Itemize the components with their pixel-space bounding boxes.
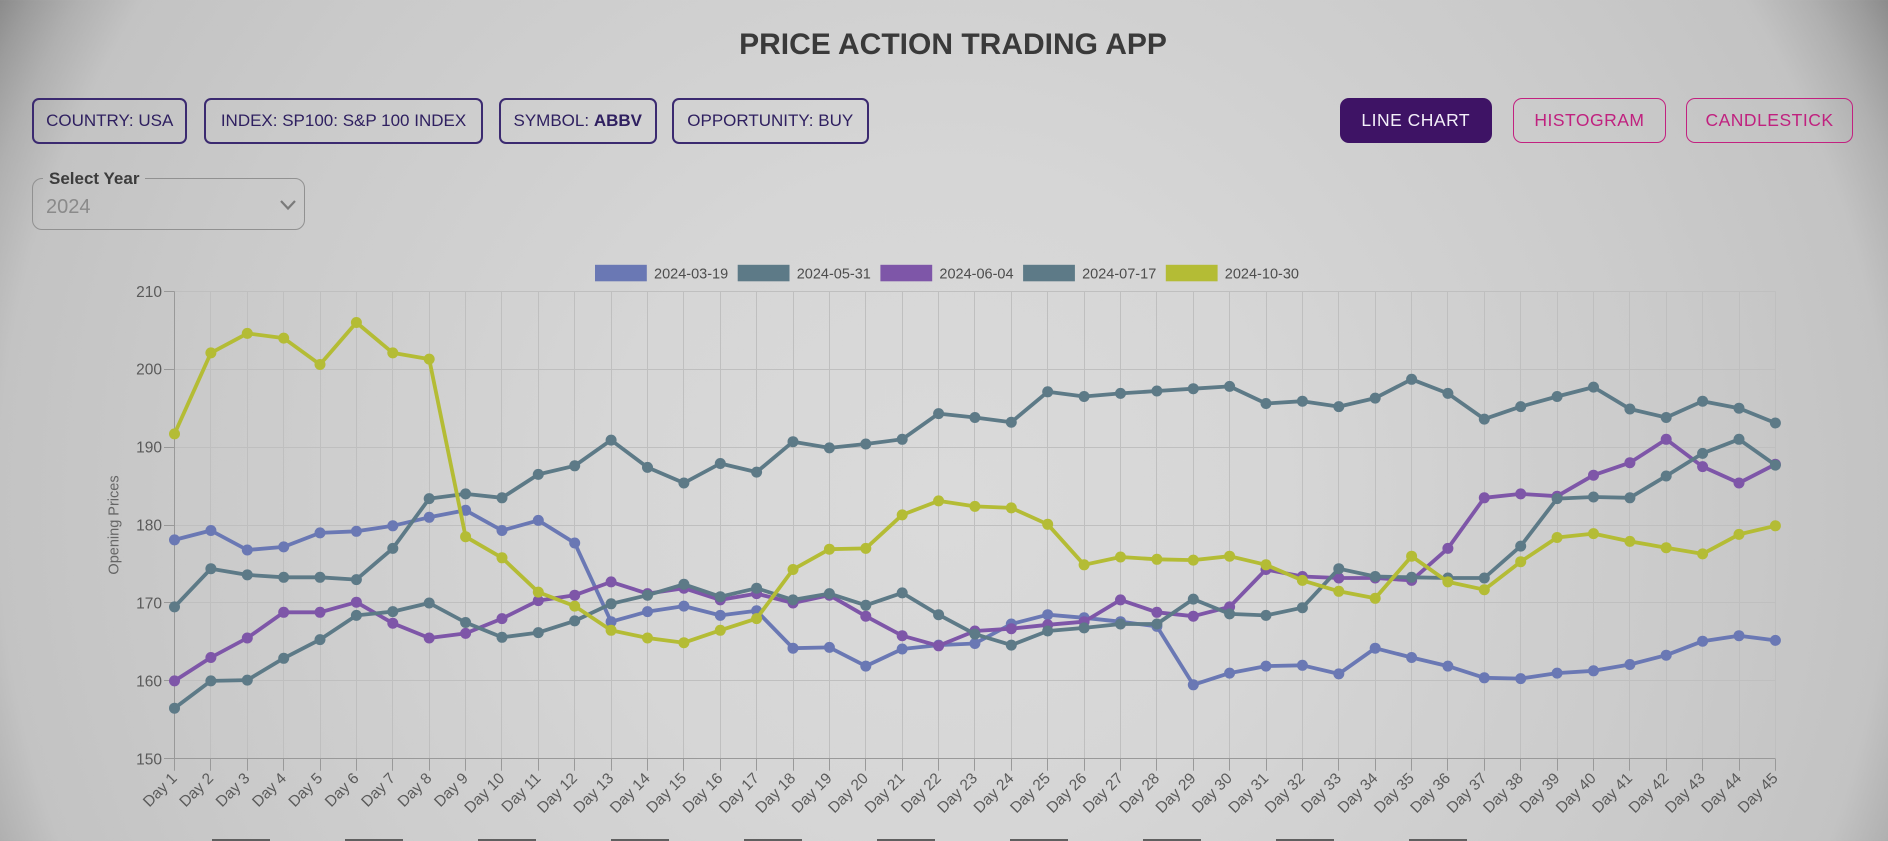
- svg-text:150: 150: [136, 751, 162, 768]
- svg-text:2024-07-17: 2024-07-17: [1082, 267, 1156, 283]
- svg-text:Day 29: Day 29: [1153, 770, 1200, 817]
- svg-text:Day 43: Day 43: [1662, 770, 1709, 817]
- svg-text:Day 8: Day 8: [395, 770, 436, 811]
- svg-text:Day 39: Day 39: [1517, 770, 1564, 817]
- svg-text:Day 22: Day 22: [898, 770, 945, 817]
- svg-text:Day 15: Day 15: [643, 770, 690, 817]
- svg-text:Day 45: Day 45: [1735, 770, 1782, 817]
- svg-text:2024-05-31: 2024-05-31: [797, 267, 871, 283]
- svg-text:Day 5: Day 5: [286, 770, 327, 811]
- svg-text:Day 37: Day 37: [1444, 770, 1491, 817]
- svg-text:Day 4: Day 4: [249, 770, 290, 811]
- svg-text:Day 19: Day 19: [789, 770, 836, 817]
- svg-text:Day 42: Day 42: [1626, 770, 1673, 817]
- svg-text:Day 41: Day 41: [1589, 770, 1636, 817]
- svg-text:2024-03-19: 2024-03-19: [654, 267, 728, 283]
- svg-text:Day 30: Day 30: [1189, 770, 1236, 817]
- svg-text:Day 32: Day 32: [1262, 770, 1309, 817]
- svg-text:Day 3: Day 3: [213, 770, 254, 811]
- svg-text:Day 31: Day 31: [1225, 770, 1272, 817]
- svg-text:2024-10-30: 2024-10-30: [1225, 267, 1299, 283]
- svg-text:Day 1: Day 1: [140, 770, 181, 811]
- svg-text:Day 10: Day 10: [461, 770, 508, 817]
- svg-text:2024-06-04: 2024-06-04: [939, 267, 1013, 283]
- svg-text:Day 26: Day 26: [1044, 770, 1091, 817]
- svg-text:Day 27: Day 27: [1080, 770, 1127, 817]
- svg-text:Day 18: Day 18: [752, 770, 799, 817]
- svg-text:210: 210: [136, 284, 162, 301]
- svg-text:Day 24: Day 24: [971, 770, 1018, 817]
- svg-text:Day 28: Day 28: [1116, 770, 1163, 817]
- svg-text:Opening Prices: Opening Prices: [107, 475, 123, 574]
- svg-text:Day 14: Day 14: [607, 770, 654, 817]
- svg-text:Day 34: Day 34: [1335, 770, 1382, 817]
- svg-text:Day 12: Day 12: [534, 770, 581, 817]
- svg-text:Day 7: Day 7: [358, 770, 399, 811]
- svg-text:180: 180: [136, 518, 162, 535]
- svg-text:170: 170: [136, 596, 162, 613]
- svg-text:Day 21: Day 21: [862, 770, 909, 817]
- svg-text:Day 36: Day 36: [1407, 770, 1454, 817]
- svg-text:Day 23: Day 23: [934, 770, 981, 817]
- svg-text:Day 25: Day 25: [1007, 770, 1054, 817]
- svg-text:Day 33: Day 33: [1298, 770, 1345, 817]
- svg-text:Day 13: Day 13: [571, 770, 618, 817]
- svg-text:Day 16: Day 16: [680, 770, 727, 817]
- svg-text:Day 17: Day 17: [716, 770, 763, 817]
- svg-text:Day 6: Day 6: [322, 770, 363, 811]
- svg-text:Day 20: Day 20: [825, 770, 872, 817]
- svg-text:Day 40: Day 40: [1553, 770, 1600, 817]
- svg-text:200: 200: [136, 362, 162, 379]
- svg-text:160: 160: [136, 673, 162, 690]
- svg-text:Day 2: Day 2: [176, 770, 217, 811]
- svg-text:Day 44: Day 44: [1698, 770, 1745, 817]
- svg-text:Day 35: Day 35: [1371, 770, 1418, 817]
- svg-text:190: 190: [136, 440, 162, 457]
- svg-text:Day 38: Day 38: [1480, 770, 1527, 817]
